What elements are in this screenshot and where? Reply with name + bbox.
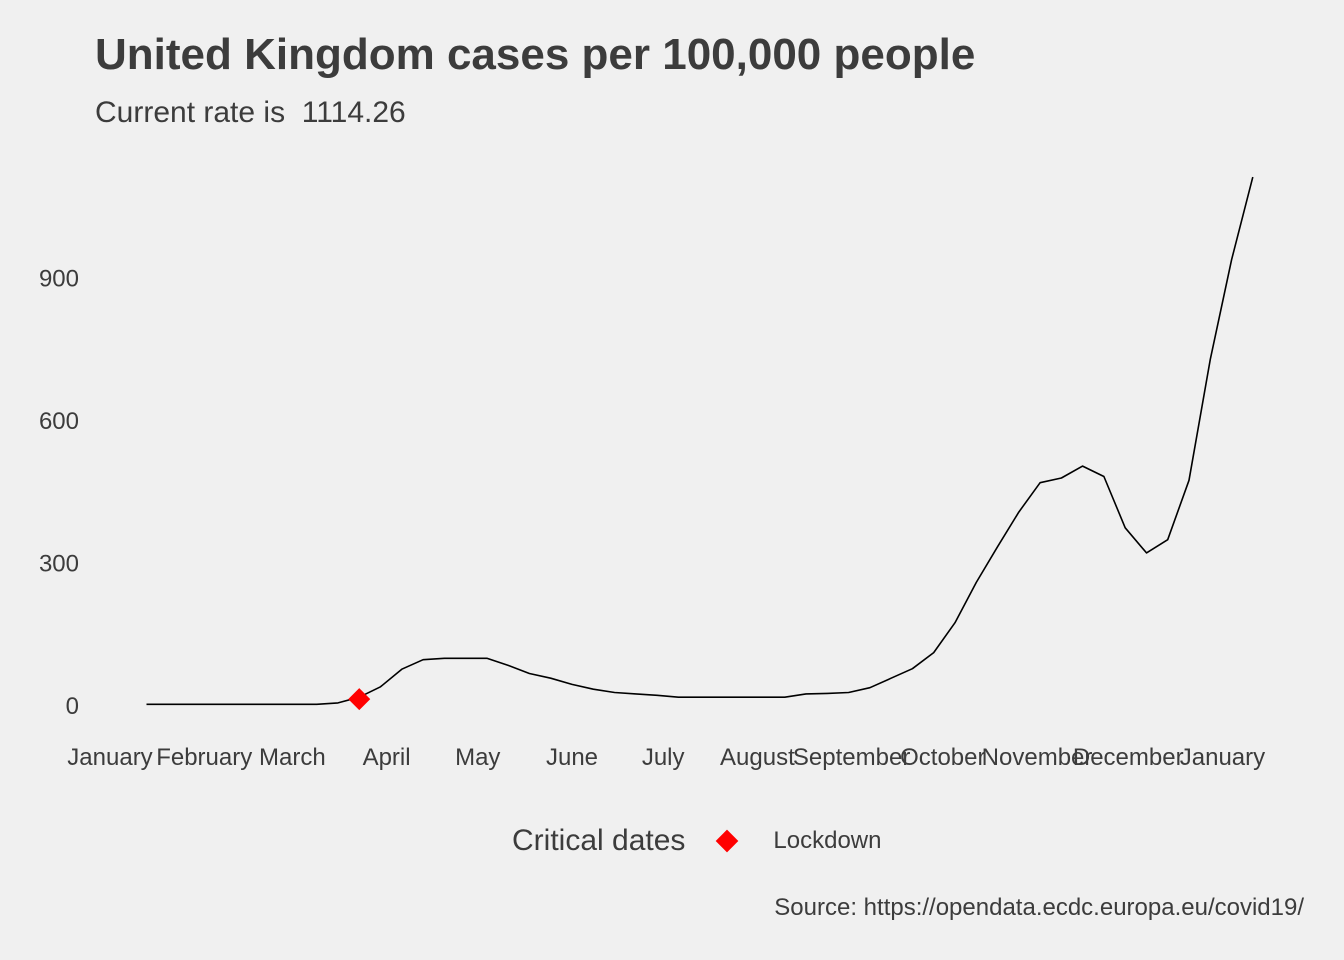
x-tick-label: August: [720, 744, 795, 771]
legend-item-lockdown: Lockdown: [773, 827, 882, 854]
x-tick-label: July: [642, 744, 685, 771]
x-tick-label: February: [156, 744, 252, 771]
y-tick-label: 900: [39, 266, 79, 293]
chart-title: United Kingdom cases per 100,000 people: [95, 30, 976, 79]
legend-title: Critical dates: [512, 824, 686, 857]
source-caption: Source: https://opendata.ecdc.europa.eu/…: [774, 894, 1304, 921]
x-tick-label: January: [1180, 744, 1265, 771]
x-tick-label: October: [900, 744, 985, 771]
lockdown-marker: [348, 688, 371, 711]
x-tick-label: January: [67, 744, 152, 771]
x-axis-ticks: January February March April May June July Augu…: [67, 744, 1265, 771]
y-tick-label: 300: [39, 550, 79, 577]
y-tick-label: 0: [66, 693, 79, 720]
y-axis-ticks: 0 300 600 900: [39, 266, 79, 720]
legend: Critical dates Lockdown: [512, 824, 881, 858]
x-tick-label: May: [455, 744, 500, 771]
x-tick-label: April: [363, 744, 411, 771]
x-tick-label: March: [259, 744, 326, 771]
x-tick-label: September: [793, 744, 910, 771]
critical-date-markers: [348, 688, 371, 711]
lockdown-diamond-icon: [716, 829, 739, 853]
x-tick-label: November: [982, 744, 1093, 771]
y-tick-label: 600: [39, 408, 79, 435]
x-tick-label: December: [1073, 744, 1184, 771]
x-tick-label: June: [546, 744, 598, 771]
series-line: [146, 176, 1254, 706]
chart-subtitle: Current rate is 1114.26: [95, 96, 406, 129]
